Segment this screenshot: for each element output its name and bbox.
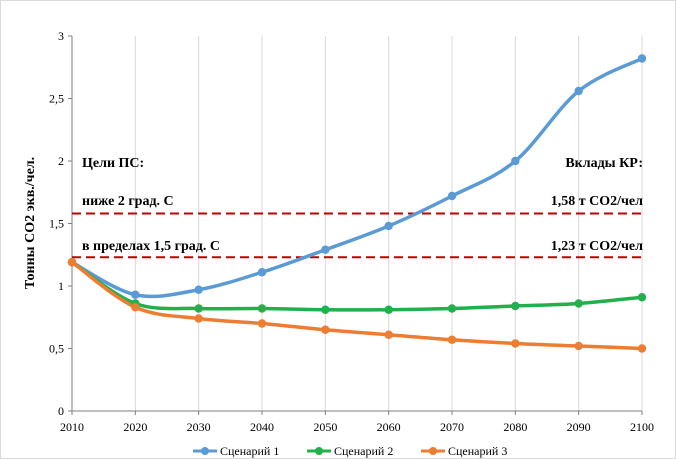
legend-label: Сценарий 2 bbox=[334, 444, 393, 458]
x-tick-label: 2060 bbox=[377, 420, 401, 434]
x-tick-label: 2040 bbox=[250, 420, 274, 434]
annotation-right-line2: 1,23 т CO2/чел bbox=[551, 239, 643, 254]
ticks: 0 0,5 1 1,5 2 2,5 3 2010 2020 2030 2040 2050 2060 207… bbox=[49, 29, 654, 434]
series-1-point bbox=[447, 191, 457, 201]
reference-lines bbox=[72, 212, 642, 259]
y-tick-label: 0,5 bbox=[49, 342, 64, 356]
series-2-point bbox=[447, 304, 457, 313]
x-tick-label: 2090 bbox=[567, 420, 591, 434]
series-2-point bbox=[257, 304, 267, 313]
legend-marker bbox=[315, 447, 323, 455]
y-tick-label: 2 bbox=[58, 154, 64, 168]
annotation-left-title: Цели ПС: bbox=[82, 156, 144, 171]
x-tick-label: 2070 bbox=[440, 420, 464, 434]
series-3-point bbox=[194, 314, 203, 323]
series-1-point bbox=[131, 290, 140, 299]
legend-label: Сценарий 1 bbox=[220, 444, 279, 458]
legend-marker bbox=[429, 447, 437, 455]
series-3-point bbox=[574, 341, 583, 351]
series-line-3 bbox=[70, 260, 644, 351]
y-tick-label: 0 bbox=[58, 404, 64, 418]
annotation-left-line2: в пределах 1,5 град. С bbox=[82, 239, 220, 254]
y-tick-label: 1 bbox=[58, 279, 64, 293]
y-tick-label: 2,5 bbox=[49, 92, 64, 106]
legend-marker bbox=[201, 447, 209, 455]
x-tick-label: 2100 bbox=[630, 420, 654, 434]
series-1-point bbox=[257, 268, 267, 277]
series-2-point bbox=[637, 293, 647, 302]
series-3-point bbox=[384, 330, 393, 339]
annotation-left-line1: ниже 2 град. С bbox=[82, 194, 174, 209]
series-line-2 bbox=[70, 260, 644, 312]
series-2-point bbox=[194, 304, 203, 313]
y-tick-label: 3 bbox=[58, 29, 64, 43]
annotation-right-title: Вклады КР: bbox=[565, 156, 643, 171]
series-2-point bbox=[321, 305, 330, 314]
series-3-point bbox=[321, 325, 330, 334]
series-3-point bbox=[637, 344, 647, 353]
series-1-point bbox=[637, 54, 647, 63]
legend: Сценарий 1 Сценарий 2 Сценарий 3 bbox=[193, 444, 507, 458]
series-group bbox=[67, 54, 647, 353]
x-tick-label: 2080 bbox=[503, 420, 527, 434]
series-line-1 bbox=[70, 56, 644, 299]
x-tick-label: 2050 bbox=[313, 420, 337, 434]
y-tick-label: 1,5 bbox=[49, 217, 64, 231]
series-2-point bbox=[384, 305, 393, 314]
x-tick-label: 2010 bbox=[60, 420, 84, 434]
y-axis-label: Тонны CO2 экв./чел. bbox=[23, 157, 38, 289]
x-tick-label: 2020 bbox=[123, 420, 147, 434]
annotation-right-line1: 1,58 т CO2/чел bbox=[551, 194, 643, 209]
legend-label: Сценарий 3 bbox=[448, 444, 507, 458]
series-1-point bbox=[384, 221, 393, 231]
series-2-point bbox=[574, 299, 583, 308]
series-1-point bbox=[194, 285, 203, 294]
series-3-point bbox=[447, 335, 457, 344]
series-3-point bbox=[67, 258, 77, 267]
series-3-point bbox=[131, 303, 140, 312]
series-1-point bbox=[321, 245, 330, 254]
series-2-point bbox=[511, 301, 520, 311]
series-1-point bbox=[574, 86, 583, 96]
x-tick-label: 2030 bbox=[187, 420, 211, 434]
series-3-point bbox=[511, 339, 520, 348]
series-1-point bbox=[511, 156, 520, 166]
series-3-point bbox=[257, 319, 267, 328]
